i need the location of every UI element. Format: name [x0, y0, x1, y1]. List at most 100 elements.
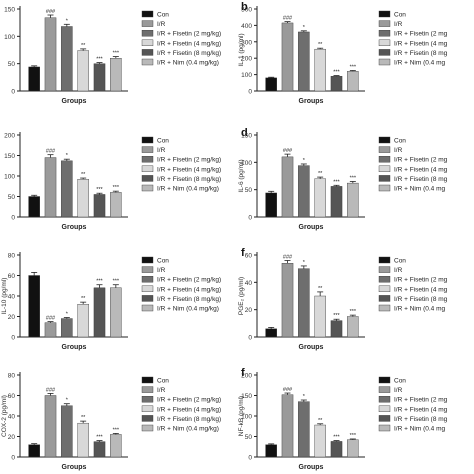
legend-swatch [378, 184, 391, 192]
legend-label: Con [394, 138, 406, 145]
y-tick-label: 100 [4, 174, 15, 181]
bar [347, 182, 359, 218]
legend-label: I/R + Nim (0.4 mg/kg) [157, 60, 219, 67]
significance-label: *** [350, 433, 357, 439]
significance-label: *** [113, 427, 120, 433]
legend-label: I/R + Fisetin (2 mg [394, 157, 448, 164]
legend-swatch [141, 405, 154, 412]
bar [298, 31, 310, 92]
legend-label: I/R [157, 387, 166, 394]
significance-label: ** [81, 172, 86, 178]
legend-swatch [378, 49, 391, 56]
bar [28, 444, 40, 458]
y-tick-label: 20 [8, 314, 16, 321]
y-tick-label: 80 [8, 373, 16, 380]
y-tick-label: 20 [245, 307, 253, 314]
bar [330, 186, 343, 218]
y-tick-label: 200 [241, 373, 252, 380]
y-tick-label: 0 [248, 455, 252, 462]
x-axis-title: Groups [62, 344, 87, 351]
legend-label: I/R [394, 21, 403, 28]
significance-label: ** [318, 171, 323, 177]
bar [61, 26, 73, 92]
legend-swatch [378, 285, 391, 292]
legend-swatch [141, 146, 154, 153]
legend-swatch [141, 304, 154, 312]
y-tick-label: 200 [4, 133, 15, 140]
bar [298, 401, 310, 458]
significance-label: *** [350, 309, 357, 315]
significance-label: ### [46, 9, 56, 15]
bar [265, 444, 277, 458]
y-axis-title: IL-6 (pg/ml) [238, 159, 245, 192]
panel-letter: f [241, 247, 245, 259]
significance-label: *** [96, 279, 103, 285]
bar [265, 77, 277, 92]
legend-label: I/R + Fisetin (4 mg/kg) [157, 406, 221, 413]
legend-label: Con [394, 12, 406, 19]
legend-label: I/R [394, 387, 403, 394]
bar [281, 156, 294, 218]
legend-label: I/R + Fisetin (4 mg/kg) [157, 286, 221, 293]
x-axis-title: Groups [62, 224, 87, 231]
bar [28, 275, 40, 338]
y-tick-label: 100 [241, 414, 252, 421]
y-tick-label: 50 [8, 194, 16, 201]
legend-swatch [378, 396, 391, 403]
y-tick-label: 0 [11, 215, 15, 222]
legend-swatch [378, 146, 391, 153]
bar [93, 441, 106, 458]
bar [61, 318, 73, 338]
x-axis-title: Groups [299, 464, 324, 471]
bar [28, 196, 40, 218]
y-axis-title: IL-10 (pg/ml) [1, 278, 8, 315]
bar [110, 287, 122, 338]
legend-swatch [378, 136, 391, 144]
legend-swatch [141, 256, 154, 264]
significance-label: *** [113, 279, 120, 285]
significance-label: * [66, 398, 69, 404]
legend-label: Con [394, 258, 406, 265]
panel-letter: f [241, 367, 245, 379]
bar [61, 160, 73, 218]
legend-swatch [378, 165, 391, 172]
y-tick-label: 50 [245, 187, 253, 194]
legend-swatch [378, 386, 391, 393]
bar [77, 422, 89, 458]
legend-label: I/R + Fisetin (2 mg/kg) [157, 31, 221, 38]
legend-swatch [141, 39, 154, 46]
bar [61, 405, 73, 458]
legend-label: I/R + Fisetin (4 mg/kg) [157, 40, 221, 47]
legend-label: I/R + Nim (0.4 mg/kg) [157, 186, 219, 193]
significance-label: * [303, 394, 306, 400]
bar [93, 194, 106, 218]
y-tick-label: 60 [8, 273, 16, 280]
legend-label: I/R + Fisetin (4 mg [394, 406, 448, 413]
y-tick-label: 40 [8, 414, 16, 421]
y-tick-label: 150 [241, 133, 252, 140]
significance-label: *** [350, 65, 357, 71]
legend-label: I/R + Fisetin (4 mg [394, 40, 448, 47]
y-tick-label: 40 [245, 280, 253, 287]
significance-label: * [303, 260, 306, 266]
significance-label: *** [96, 435, 103, 441]
legend-label: I/R [157, 147, 166, 154]
bar [77, 50, 89, 92]
y-tick-label: 0 [248, 215, 252, 222]
legend-label: I/R + Fisetin (8 mg/kg) [157, 296, 221, 303]
legend-label: I/R + Fisetin (2 mg [394, 277, 448, 284]
bar [330, 76, 343, 92]
legend-label: I/R + Nim (0.4 mg/kg) [157, 426, 219, 433]
legend-label: I/R + Fisetin (8 mg [394, 50, 448, 57]
significance-label: ### [46, 149, 56, 155]
legend-label: I/R + Fisetin (8 mg/kg) [157, 416, 221, 423]
y-tick-label: 100 [241, 72, 252, 79]
y-tick-label: 0 [11, 89, 15, 96]
